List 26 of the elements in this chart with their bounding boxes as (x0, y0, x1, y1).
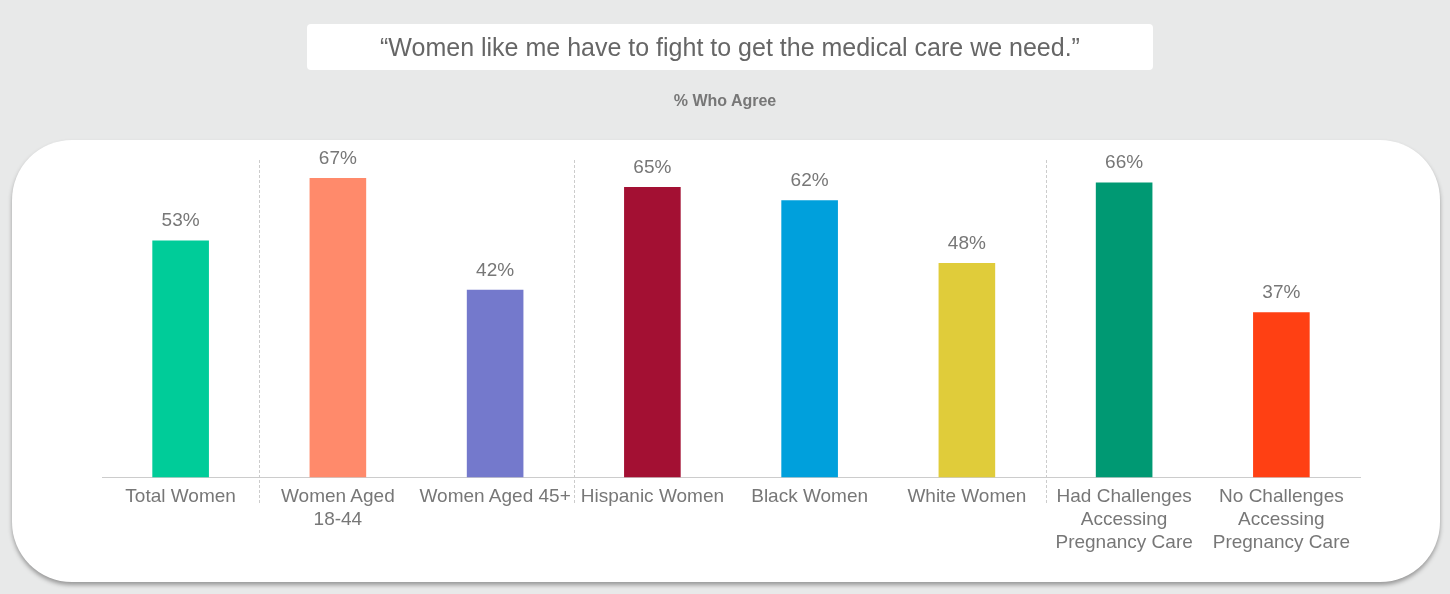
data-label: 67% (318, 146, 357, 168)
x-tick-label: Women Aged 45+ (419, 485, 571, 507)
x-tick-label: Total Women (125, 485, 236, 507)
bar (1253, 312, 1310, 478)
bar (938, 262, 996, 478)
x-tick-label: Black Women (751, 485, 869, 507)
x-tick-label: Women Aged 18-44 (281, 485, 395, 530)
data-label: 48% (947, 231, 986, 253)
data-label: 66% (1105, 151, 1144, 173)
bar (624, 186, 681, 478)
x-tick-label: Had Challenges Accessing Pregnancy Care (1055, 485, 1193, 552)
bar (1095, 182, 1153, 478)
x-tick-label: White Women (907, 485, 1027, 507)
bar (466, 289, 524, 478)
chart-subtitle: % Who Agree (672, 92, 778, 110)
x-tick-label: Hispanic Women (580, 485, 725, 507)
data-label: 37% (1262, 280, 1301, 302)
data-label: 53% (161, 209, 200, 231)
x-tick-label: No Challenges Accessing Pregnancy Care (1212, 485, 1351, 552)
bar (309, 177, 367, 478)
bar (152, 240, 209, 478)
data-label: 62% (790, 169, 829, 191)
bar (781, 200, 838, 478)
data-label: 65% (633, 155, 672, 177)
data-label: 42% (476, 258, 515, 280)
chart-title: “Women like me have to fight to get the medical care we need.” (307, 24, 1153, 70)
